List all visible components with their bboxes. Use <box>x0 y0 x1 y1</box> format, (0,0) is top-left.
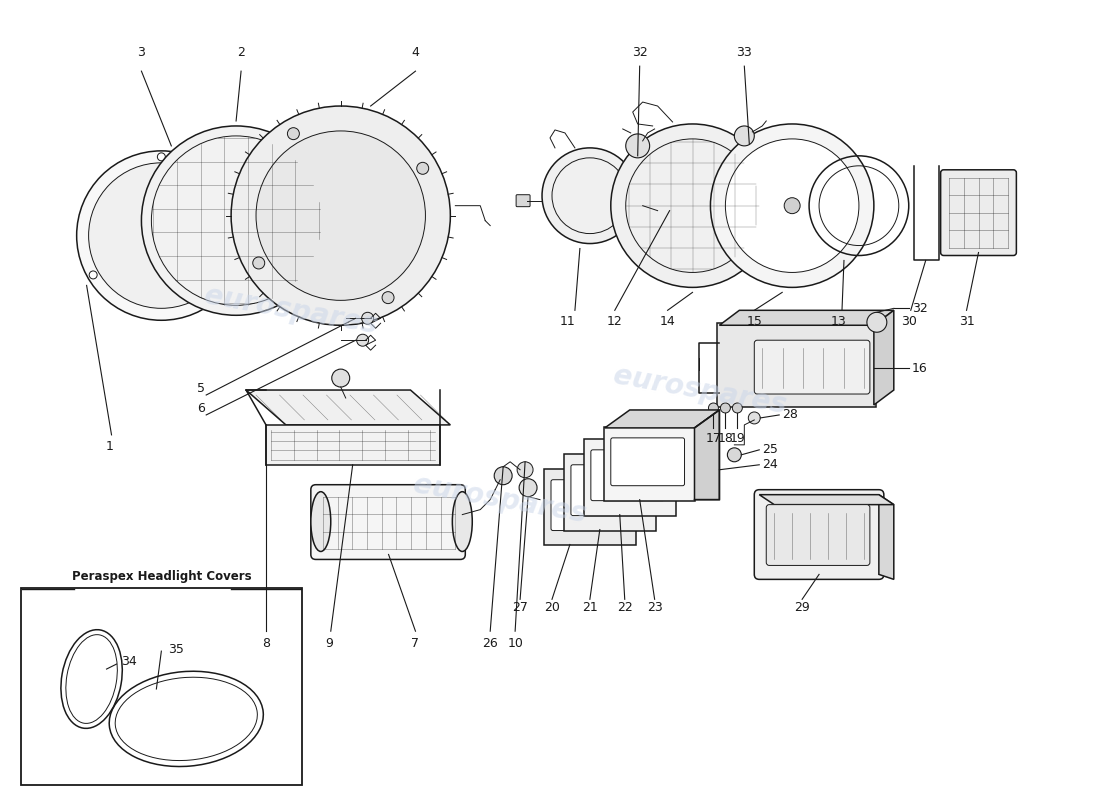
Text: 23: 23 <box>647 602 662 614</box>
FancyBboxPatch shape <box>591 450 664 501</box>
Text: eurospares: eurospares <box>411 470 588 529</box>
Circle shape <box>332 369 350 387</box>
Circle shape <box>494 466 513 485</box>
FancyBboxPatch shape <box>767 505 870 566</box>
Text: 32: 32 <box>631 46 648 59</box>
Circle shape <box>784 198 800 214</box>
Text: 33: 33 <box>736 46 752 59</box>
Circle shape <box>727 448 741 462</box>
Circle shape <box>356 334 369 346</box>
FancyBboxPatch shape <box>940 170 1016 255</box>
Circle shape <box>417 162 429 174</box>
Circle shape <box>287 128 299 140</box>
Text: 28: 28 <box>782 409 799 422</box>
FancyBboxPatch shape <box>755 340 870 394</box>
Circle shape <box>77 151 246 320</box>
FancyBboxPatch shape <box>551 480 625 530</box>
Circle shape <box>735 126 755 146</box>
Text: 5: 5 <box>197 382 206 395</box>
Text: 25: 25 <box>762 443 778 456</box>
Text: 2: 2 <box>238 46 245 59</box>
Polygon shape <box>266 425 440 465</box>
Circle shape <box>231 106 450 326</box>
Text: 4: 4 <box>411 46 419 59</box>
Text: 3: 3 <box>138 46 145 59</box>
Text: 16: 16 <box>912 362 927 374</box>
Circle shape <box>142 126 331 315</box>
Circle shape <box>253 257 265 269</box>
Text: 14: 14 <box>660 315 675 328</box>
Polygon shape <box>879 494 894 579</box>
Text: 15: 15 <box>747 315 762 328</box>
Text: 22: 22 <box>617 602 632 614</box>
Polygon shape <box>246 390 450 425</box>
Circle shape <box>542 148 638 243</box>
Polygon shape <box>873 310 894 405</box>
Circle shape <box>517 462 534 478</box>
Text: 7: 7 <box>411 637 419 650</box>
FancyBboxPatch shape <box>564 454 656 530</box>
Text: 12: 12 <box>607 315 623 328</box>
Text: eurospares: eurospares <box>610 361 789 419</box>
FancyBboxPatch shape <box>311 485 465 559</box>
Circle shape <box>519 478 537 497</box>
Polygon shape <box>759 494 894 505</box>
Text: eurospares: eurospares <box>202 282 380 339</box>
Text: 6: 6 <box>197 402 206 415</box>
Circle shape <box>89 163 234 308</box>
FancyBboxPatch shape <box>717 323 876 407</box>
Text: 8: 8 <box>262 637 270 650</box>
Text: 13: 13 <box>832 315 847 328</box>
Circle shape <box>626 134 650 158</box>
Text: 27: 27 <box>513 602 528 614</box>
Text: 1: 1 <box>106 440 113 453</box>
FancyBboxPatch shape <box>604 427 695 501</box>
Circle shape <box>748 412 760 424</box>
Circle shape <box>382 292 394 304</box>
Circle shape <box>711 124 873 287</box>
FancyBboxPatch shape <box>610 438 684 486</box>
FancyBboxPatch shape <box>544 469 636 546</box>
FancyBboxPatch shape <box>516 194 530 206</box>
Text: 10: 10 <box>507 637 524 650</box>
Ellipse shape <box>311 492 331 551</box>
Circle shape <box>226 271 233 279</box>
Polygon shape <box>605 410 719 428</box>
Circle shape <box>256 131 426 300</box>
Text: 21: 21 <box>582 602 597 614</box>
Circle shape <box>610 124 774 287</box>
Text: 18: 18 <box>717 432 734 445</box>
Text: 35: 35 <box>168 642 184 656</box>
Text: 26: 26 <box>482 637 498 650</box>
FancyBboxPatch shape <box>571 465 645 515</box>
Circle shape <box>733 403 742 413</box>
Text: 11: 11 <box>560 315 575 328</box>
Text: 32: 32 <box>912 302 927 315</box>
FancyBboxPatch shape <box>584 439 675 515</box>
Polygon shape <box>719 310 894 326</box>
Circle shape <box>656 204 670 218</box>
Text: 19: 19 <box>729 432 745 445</box>
FancyBboxPatch shape <box>755 490 883 579</box>
Text: 29: 29 <box>794 602 810 614</box>
Text: 34: 34 <box>121 654 138 667</box>
Polygon shape <box>694 410 719 500</box>
Circle shape <box>89 271 97 279</box>
Text: 17: 17 <box>705 432 722 445</box>
Text: 9: 9 <box>324 637 332 650</box>
Circle shape <box>720 403 730 413</box>
Ellipse shape <box>452 492 472 551</box>
Text: 31: 31 <box>959 315 975 328</box>
Text: 30: 30 <box>901 315 916 328</box>
Circle shape <box>867 312 887 332</box>
Circle shape <box>725 139 859 273</box>
Circle shape <box>157 153 165 161</box>
Text: Peraspex Headlight Covers: Peraspex Headlight Covers <box>72 570 251 583</box>
Text: 24: 24 <box>762 458 778 471</box>
Text: 20: 20 <box>544 602 560 614</box>
Circle shape <box>362 312 374 324</box>
Circle shape <box>708 403 718 413</box>
